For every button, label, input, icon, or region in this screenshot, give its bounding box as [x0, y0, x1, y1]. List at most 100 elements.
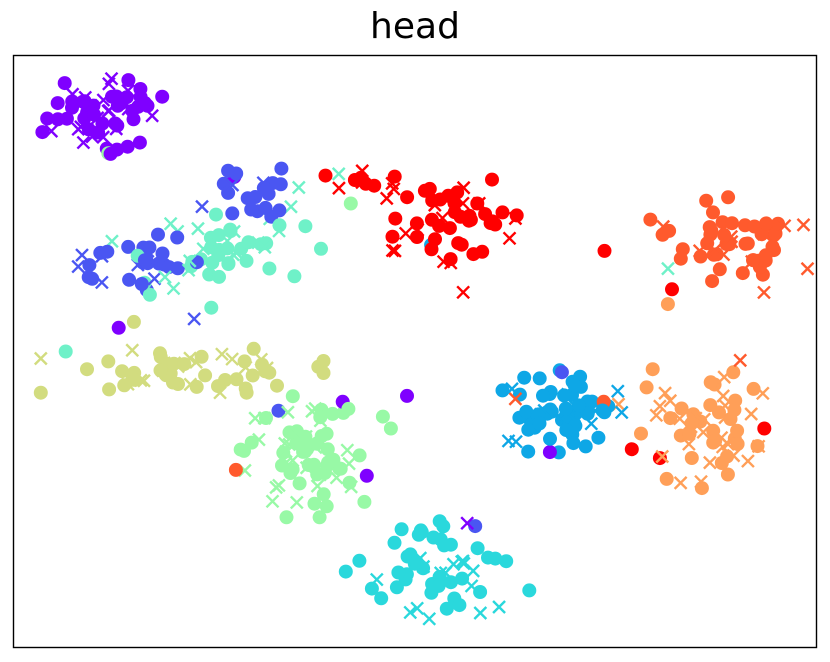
- scatter-point-x: [385, 243, 400, 258]
- scatter-point: [142, 287, 157, 302]
- scatter-point: [225, 206, 240, 221]
- scatter-point: [273, 177, 288, 192]
- scatter-point: [82, 258, 97, 273]
- scatter-point: [708, 433, 723, 448]
- scatter-point: [151, 227, 165, 242]
- scatter-point: [519, 404, 534, 419]
- scatter-point: [258, 200, 273, 215]
- scatter-point: [727, 402, 742, 417]
- scatter-point-x: [33, 351, 48, 366]
- scatter-point: [81, 270, 96, 285]
- scatter-point: [75, 94, 90, 109]
- scatter-point: [554, 365, 569, 380]
- scatter-point-x: [663, 393, 678, 408]
- scatter-point-x: [777, 218, 792, 233]
- scatter-point: [198, 368, 213, 383]
- scatter-point: [134, 277, 149, 291]
- scatter-point: [285, 389, 300, 404]
- scatter-point-x: [422, 611, 437, 626]
- scatter-point: [313, 410, 328, 425]
- scatter-point: [463, 212, 478, 227]
- scatter-point-x: [614, 405, 629, 420]
- scatter-point-x: [473, 606, 488, 620]
- scatter-point: [128, 372, 142, 387]
- scatter-point-x: [456, 554, 470, 568]
- scatter-point-x: [291, 180, 306, 195]
- scatter-point-x: [289, 495, 304, 510]
- scatter-point-x: [386, 182, 401, 196]
- scatter-point-x: [225, 352, 239, 366]
- scatter-point: [725, 216, 739, 231]
- scatter-point: [566, 436, 581, 451]
- scatter-point: [470, 196, 485, 211]
- scatter-point-x: [509, 434, 523, 449]
- scatter-point: [712, 262, 727, 277]
- scatter-point: [312, 510, 327, 525]
- scatter-point: [170, 230, 185, 245]
- scatter-point: [580, 406, 595, 421]
- scatter-point-x: [443, 256, 458, 270]
- scatter-point-x: [456, 180, 471, 195]
- scatter-point: [58, 344, 73, 359]
- chart-title: head: [370, 6, 460, 47]
- scatter-point-x: [272, 224, 286, 238]
- scatter-point: [375, 409, 390, 424]
- scatter-point: [466, 247, 481, 262]
- scatter-point: [422, 181, 437, 196]
- scatter-point: [101, 354, 116, 369]
- scatter-point: [409, 555, 424, 570]
- scatter-point: [309, 436, 324, 451]
- scatter-point: [221, 256, 236, 271]
- scatter-point: [400, 190, 415, 205]
- scatter-point: [229, 372, 244, 387]
- scatter-point-x: [71, 259, 86, 274]
- scatter-point: [410, 230, 424, 244]
- scatter-point: [33, 385, 48, 400]
- scatter-point: [662, 223, 677, 238]
- scatter-point: [699, 193, 714, 208]
- scatter-point: [298, 434, 313, 449]
- scatter-point: [567, 378, 582, 393]
- scatter-point: [746, 253, 760, 268]
- scatter-point-x: [109, 122, 124, 136]
- scatter-point: [758, 248, 773, 263]
- scatter-point-x: [65, 87, 80, 102]
- scatter-point: [166, 356, 181, 371]
- scatter-point-x: [733, 353, 748, 368]
- scatter-point-x: [71, 122, 86, 137]
- scatter-point: [292, 476, 307, 491]
- scatter-point-x: [464, 579, 479, 593]
- scatter-point: [275, 458, 289, 473]
- scatter-point: [209, 207, 223, 222]
- scatter-point: [133, 82, 148, 96]
- scatter-point: [532, 416, 547, 431]
- scatter-point: [726, 365, 741, 380]
- scatter-point: [509, 208, 524, 223]
- scatter-point: [532, 371, 547, 386]
- scatter-point-x: [472, 196, 487, 211]
- scatter-point: [142, 240, 157, 255]
- scatter-point: [50, 112, 65, 127]
- scatter-point: [246, 341, 261, 356]
- scatter-point: [634, 426, 648, 441]
- scatter-point-x: [281, 405, 295, 420]
- scatter-point: [287, 269, 302, 284]
- scatter-point: [557, 388, 572, 403]
- scatter-point: [364, 581, 379, 596]
- scatter-point: [239, 385, 254, 400]
- scatter-point-x: [703, 455, 717, 470]
- scatter-point-x: [388, 244, 402, 258]
- scatter-point: [357, 494, 372, 509]
- scatter-point-x: [196, 241, 211, 256]
- scatter-point: [296, 444, 311, 459]
- scatter-point: [735, 266, 750, 281]
- scatter-point: [221, 163, 236, 178]
- scatter-point: [244, 202, 259, 217]
- scatter-point: [117, 378, 132, 393]
- scatter-point: [333, 461, 348, 476]
- scatter-point: [241, 235, 256, 250]
- scatter-point: [473, 585, 488, 599]
- scatter-point: [394, 522, 409, 537]
- scatter-point: [693, 249, 708, 264]
- scatter-point: [221, 185, 236, 200]
